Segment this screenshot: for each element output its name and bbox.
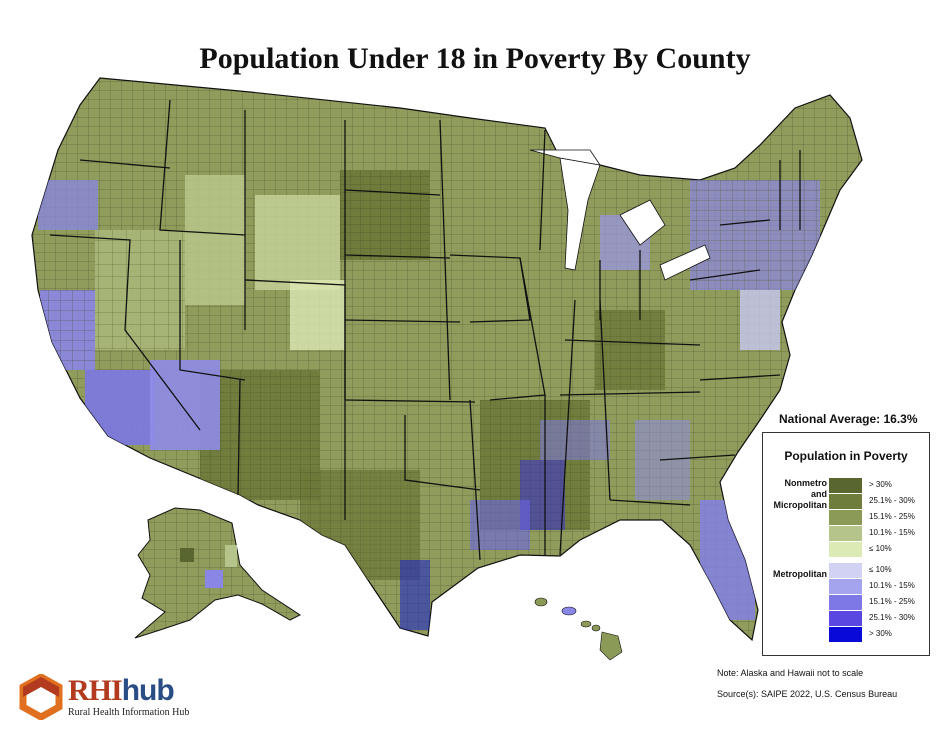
logo-hub-text: hub (121, 674, 175, 707)
legend-swatch (829, 494, 862, 509)
contiguous-us (31, 77, 863, 642)
legend-swatch (829, 579, 862, 594)
legend-label: 25.1% - 30% (869, 496, 915, 505)
scale-note: Note: Alaska and Hawaii not to scale (717, 668, 864, 678)
source-note: Source(s): SAIPE 2022, U.S. Census Burea… (717, 689, 898, 699)
legend-label: 10.1% - 15% (869, 528, 915, 537)
national-average: National Average: 16.3% (779, 412, 918, 426)
legend-metro-label: Metropolitan (773, 569, 827, 579)
legend-label: 15.1% - 25% (869, 512, 915, 521)
legend-swatch (829, 611, 862, 626)
legend-label: > 30% (869, 629, 892, 638)
legend-label: ≤ 10% (869, 544, 892, 553)
legend-swatch (829, 478, 862, 493)
legend-label: 10.1% - 15% (869, 581, 915, 590)
legend-title: Population in Poverty (784, 449, 908, 463)
alaska-inset (134, 507, 301, 639)
legend-label: 25.1% - 30% (869, 613, 915, 622)
rhihub-hexagon-icon (19, 674, 63, 720)
legend-swatch (829, 563, 862, 578)
rhihub-logo[interactable]: RHIhub Rural Health Information Hub (18, 674, 218, 722)
logo-rhi-text: RHI (68, 674, 123, 707)
map-title: Population Under 18 in Poverty By County (199, 42, 751, 75)
logo-wordmark: RHIhub (68, 674, 175, 708)
hawaii-inset (534, 597, 623, 661)
legend-swatch (829, 510, 862, 525)
legend-swatch (829, 542, 862, 557)
legend-label: > 30% (869, 480, 892, 489)
logo-subtitle: Rural Health Information Hub (68, 707, 190, 718)
legend-label: 15.1% - 25% (869, 597, 915, 606)
legend-swatch (829, 627, 862, 642)
legend: Population in Poverty Nonmetro and Micro… (762, 432, 930, 656)
legend-swatch (829, 595, 862, 610)
legend-nonmetro-label: Nonmetro and Micropolitan (773, 478, 828, 510)
legend-label: ≤ 10% (869, 565, 892, 574)
legend-swatch (829, 526, 862, 541)
